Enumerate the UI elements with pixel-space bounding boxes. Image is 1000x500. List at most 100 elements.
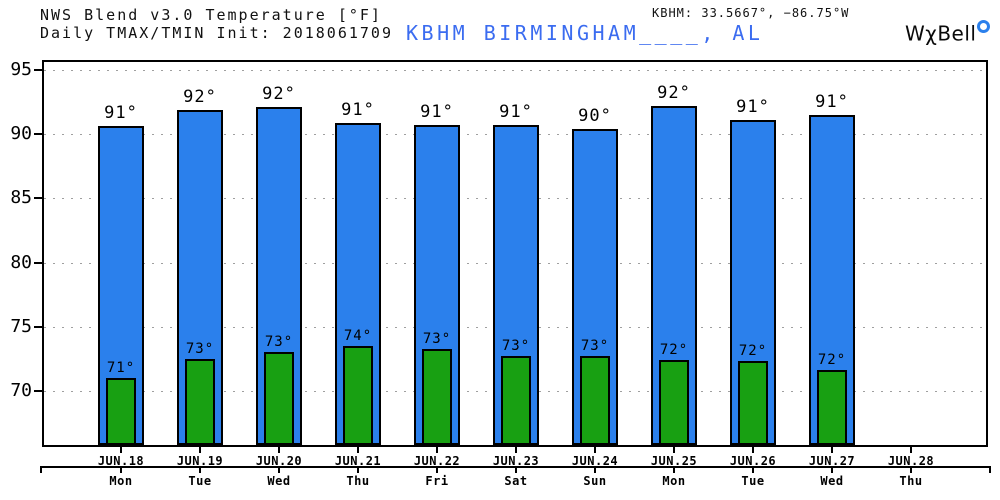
date-label: JUN.21 — [334, 454, 382, 468]
tmin-value-label: 73° — [580, 338, 610, 355]
tmin-bar — [580, 356, 610, 445]
day-axis-tick — [989, 468, 991, 473]
date-label: JUN.25 — [650, 454, 698, 468]
date-axis-tick — [436, 447, 438, 453]
date-axis-tick — [673, 447, 675, 453]
tmax-value-label: 91° — [499, 102, 533, 123]
day-axis-tick — [278, 468, 280, 473]
date-label: JUN.23 — [492, 454, 540, 468]
tmin-value-label: 73° — [501, 338, 531, 355]
tmin-bar — [738, 361, 768, 445]
tmin-bar — [264, 352, 294, 445]
day-label: Mon — [662, 474, 686, 488]
tmin-value-label: 72° — [738, 343, 768, 360]
date-axis-tick — [278, 447, 280, 453]
day-label: Wed — [267, 474, 291, 488]
date-axis-tick — [199, 447, 201, 453]
day-label: Thu — [346, 474, 370, 488]
date-axis-tick — [515, 447, 517, 453]
date-label: JUN.19 — [176, 454, 224, 468]
day-label: Tue — [741, 474, 765, 488]
tmax-bar — [809, 114, 855, 445]
tmax-value-label: 92° — [262, 84, 296, 105]
y-axis-tick — [34, 197, 42, 200]
y-axis-tick — [34, 325, 42, 328]
tmin-bar — [185, 358, 215, 445]
y-axis-tick — [34, 390, 42, 392]
day-axis-line — [40, 466, 991, 468]
day-axis-tick — [199, 468, 201, 473]
date-label: JUN.18 — [97, 454, 145, 468]
tmin-bar — [343, 346, 373, 445]
chart-title: NWS Blend v3.0 Temperature [°F] — [40, 6, 382, 24]
tmax-value-label: 91° — [736, 97, 770, 118]
date-axis-tick — [752, 447, 754, 453]
day-axis-tick — [515, 468, 517, 473]
tmin-value-label: 71° — [106, 360, 136, 377]
tmax-value-label: 91° — [815, 91, 849, 112]
day-axis-tick — [357, 468, 359, 473]
day-axis-tick — [120, 468, 122, 473]
date-axis-tick — [120, 447, 122, 453]
day-axis-tick — [673, 468, 675, 473]
tmin-value-label: 73° — [264, 334, 294, 351]
tmin-bar — [659, 360, 689, 445]
wxbell-logo-text: WχBell — [905, 21, 977, 46]
tmin-value-label: 73° — [185, 340, 215, 357]
wxbell-logo: WχBell — [905, 20, 991, 46]
date-axis-tick — [831, 447, 833, 453]
date-label: JUN.28 — [887, 454, 935, 468]
date-label: JUN.22 — [413, 454, 461, 468]
chart-subtitle: Daily TMAX/TMIN Init: 2018061709 — [40, 24, 393, 42]
tmax-bar — [651, 105, 697, 445]
gridline — [44, 70, 986, 71]
date-label: JUN.26 — [729, 454, 777, 468]
y-axis-label: 95 — [10, 59, 32, 80]
day-axis-tick — [594, 468, 596, 473]
wxbell-degree-icon — [977, 20, 991, 33]
station-name-label: KBHM BIRMINGHAM____, AL — [406, 21, 764, 45]
y-axis-label: 85 — [10, 187, 32, 209]
y-axis-label: 80 — [10, 251, 32, 273]
date-label: JUN.24 — [571, 454, 619, 468]
date-label: JUN.20 — [255, 454, 303, 468]
tmax-bar — [572, 129, 618, 445]
day-label: Tue — [188, 474, 212, 488]
y-axis-label: 70 — [10, 380, 32, 401]
y-axis-tick — [34, 69, 42, 71]
day-label: Mon — [109, 474, 133, 488]
tmax-value-label: 92° — [183, 86, 217, 107]
tmax-bar — [493, 125, 539, 445]
y-axis-tick — [34, 261, 42, 264]
tmin-value-label: 74° — [343, 328, 373, 345]
day-label: Sat — [504, 474, 528, 488]
tmin-bar — [106, 378, 136, 445]
day-axis-tick — [40, 468, 42, 473]
date-axis-tick — [357, 447, 359, 453]
date-axis-tick — [594, 447, 596, 453]
day-axis-tick — [436, 468, 438, 473]
day-label: Wed — [820, 474, 844, 488]
day-axis-tick — [910, 468, 912, 473]
y-axis-tick — [34, 133, 42, 136]
tmin-bar — [422, 348, 452, 445]
day-axis-tick — [831, 468, 833, 473]
day-label: Fri — [425, 474, 449, 488]
y-axis-label: 90 — [10, 123, 32, 145]
tmax-value-label: 90° — [578, 106, 612, 127]
tmax-value-label: 92° — [657, 82, 691, 103]
station-coordinates-label: KBHM: 33.5667°, −86.75°W — [652, 6, 850, 20]
day-axis-tick — [752, 468, 754, 473]
tmin-value-label: 72° — [659, 342, 689, 359]
tmin-value-label: 73° — [422, 330, 452, 347]
tmax-value-label: 91° — [341, 99, 375, 120]
tmin-bar — [501, 356, 531, 445]
date-axis-tick — [910, 447, 912, 453]
y-axis-label: 75 — [10, 315, 32, 337]
tmin-bar — [817, 370, 847, 445]
date-label: JUN.27 — [808, 454, 856, 468]
tmin-value-label: 72° — [817, 352, 847, 369]
day-label: Sun — [583, 474, 607, 488]
day-label: Thu — [899, 474, 923, 488]
